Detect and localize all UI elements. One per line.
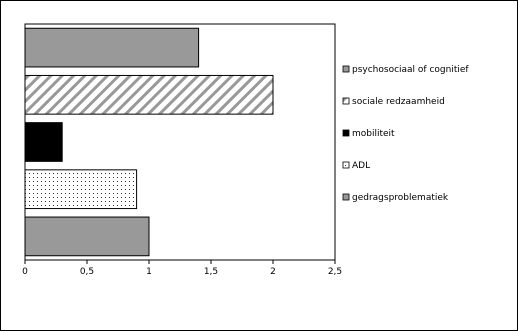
legend-swatch-psychosociaal-of-cognitief (342, 65, 350, 73)
legend-swatch-mobiliteit (342, 129, 350, 137)
bar-sociale-redzaamheid (24, 74, 274, 115)
legend-label-adl: ADL (352, 161, 370, 171)
legend-swatch-adl (342, 161, 350, 169)
x-axis: 0 0,5 1 1,5 2 2,5 (22, 260, 342, 277)
legend-swatch-sociale-redzaamheid (342, 97, 350, 105)
bar-mobiliteit (24, 122, 63, 162)
legend-label-sociale-redzaamheid: sociale redzaamheid (352, 97, 445, 107)
bar-psychosociaal-of-cognitief (24, 27, 200, 68)
legend-swatch-gedragsproblematiek (342, 193, 350, 201)
legend-label-psychosociaal-of-cognitief: psychosociaal of cognitief (352, 65, 469, 75)
bars (24, 27, 274, 257)
x-tick-label: 0,5 (80, 267, 94, 277)
x-tick-label: 2 (270, 267, 276, 277)
bar-adl (24, 169, 138, 210)
bar-gedragsproblematiek (24, 216, 150, 257)
legend-label-gedragsproblematiek: gedragsproblematiek (352, 193, 449, 203)
x-tick-label: 1 (146, 267, 152, 277)
x-tick-label: 0 (22, 267, 28, 277)
legend-label-mobiliteit: mobiliteit (352, 129, 395, 139)
x-tick-label: 2,5 (328, 267, 342, 277)
x-tick-label: 1,5 (204, 267, 218, 277)
legend: psychosociaal of cognitief sociale redzaa… (342, 65, 469, 203)
